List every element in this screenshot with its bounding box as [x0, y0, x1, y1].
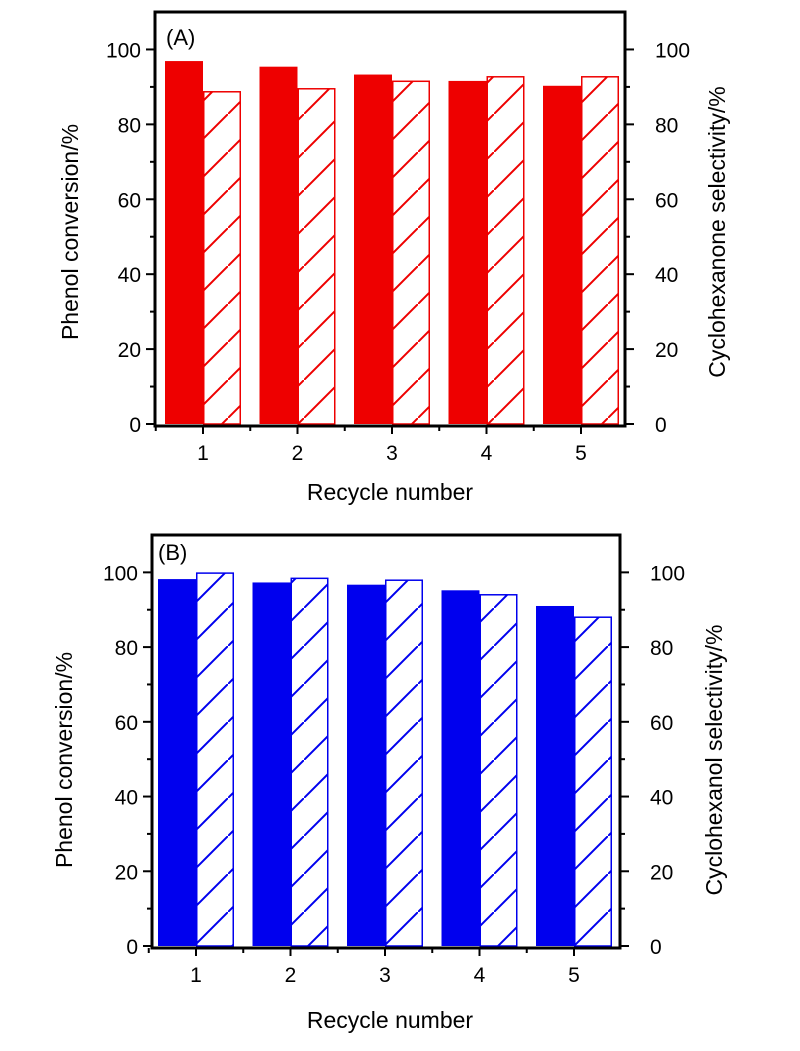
- y-tick-label-left: 40: [118, 264, 141, 287]
- x-tick-label: 1: [197, 442, 209, 465]
- y-tick-label-left: 60: [118, 189, 141, 212]
- bar-selectivity: [290, 577, 329, 947]
- bar-conversion: [347, 584, 385, 946]
- y-tick-label-right: 100: [655, 39, 690, 62]
- x-tick-label: 2: [285, 964, 297, 987]
- x-tick-label: 3: [379, 964, 391, 987]
- y-axis-label-right: Cyclohexanol selectivity/%: [701, 624, 727, 895]
- y-tick-label-left: 20: [115, 861, 138, 884]
- x-tick-label: 4: [481, 442, 493, 465]
- bar-conversion: [441, 590, 480, 946]
- y-axis-label-left: Phenol conversion/%: [57, 124, 83, 340]
- y-tick-label-right: 80: [655, 114, 678, 137]
- bar-selectivity: [385, 579, 423, 947]
- bar-selectivity: [203, 91, 241, 425]
- plot-frame: [153, 10, 627, 428]
- x-tick-label: 3: [386, 442, 398, 465]
- bar-selectivity: [297, 88, 336, 425]
- y-tick-label-left: 40: [115, 787, 138, 810]
- y-tick-label-right: 100: [650, 562, 685, 585]
- bar-conversion: [536, 605, 574, 946]
- chart-panel-b: (B) Recycle number Phenol conversion/% C…: [51, 533, 727, 1033]
- bar-conversion: [165, 61, 203, 424]
- x-tick-label: 5: [575, 442, 587, 465]
- y-tick-label-left: 80: [115, 637, 138, 660]
- x-tick-label: 1: [190, 964, 202, 987]
- bar-selectivity: [392, 80, 430, 425]
- y-tick-label-right: 20: [650, 861, 673, 884]
- bar-conversion: [259, 66, 298, 424]
- y-tick-label-left: 60: [115, 712, 138, 735]
- bar-selectivity: [479, 594, 518, 947]
- y-tick-label-left: 100: [106, 39, 141, 62]
- bar-conversion: [448, 80, 487, 424]
- y-tick-label-right: 60: [650, 712, 673, 735]
- x-axis-label: Recycle number: [307, 479, 474, 505]
- y-tick-label-right: 40: [650, 787, 673, 810]
- x-axis-label: Recycle number: [307, 1007, 474, 1033]
- y-tick-label-left: 100: [103, 562, 138, 585]
- bar-selectivity: [574, 616, 612, 947]
- bar-conversion: [158, 579, 196, 946]
- y-tick-label-left: 80: [118, 114, 141, 137]
- panel-label: (B): [158, 540, 187, 565]
- y-tick-label-right: 60: [655, 189, 678, 212]
- plot-frame: [150, 533, 622, 950]
- y-tick-label-left: 0: [129, 414, 141, 437]
- y-tick-label-right: 40: [655, 264, 678, 287]
- y-axis-label-right: Cyclohexanone selectivity/%: [704, 86, 730, 377]
- bar-selectivity: [486, 76, 525, 425]
- panel-label: (A): [166, 25, 195, 50]
- bar-selectivity: [196, 572, 234, 947]
- x-tick-label: 5: [568, 964, 580, 987]
- y-tick-label-right: 80: [650, 637, 673, 660]
- x-tick-label: 4: [474, 964, 486, 987]
- y-tick-label-left: 0: [126, 936, 138, 959]
- y-tick-label-right: 0: [655, 414, 667, 437]
- bar-conversion: [354, 74, 392, 425]
- y-tick-label-left: 20: [118, 339, 141, 362]
- y-axis-label-left: Phenol conversion/%: [51, 652, 77, 868]
- bar-conversion: [543, 85, 581, 424]
- bar-selectivity: [581, 76, 619, 425]
- bar-conversion: [252, 582, 291, 946]
- chart-panel-a: (A) Recycle number Phenol conversion/% C…: [57, 10, 730, 505]
- x-tick-label: 2: [292, 442, 304, 465]
- y-tick-label-right: 0: [650, 936, 662, 959]
- y-tick-label-right: 20: [655, 339, 678, 362]
